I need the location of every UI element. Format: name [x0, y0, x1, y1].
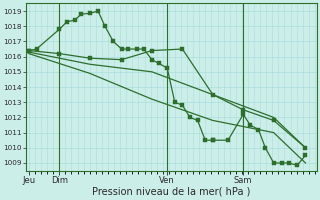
X-axis label: Pression niveau de la mer( hPa ): Pression niveau de la mer( hPa ): [92, 187, 251, 197]
